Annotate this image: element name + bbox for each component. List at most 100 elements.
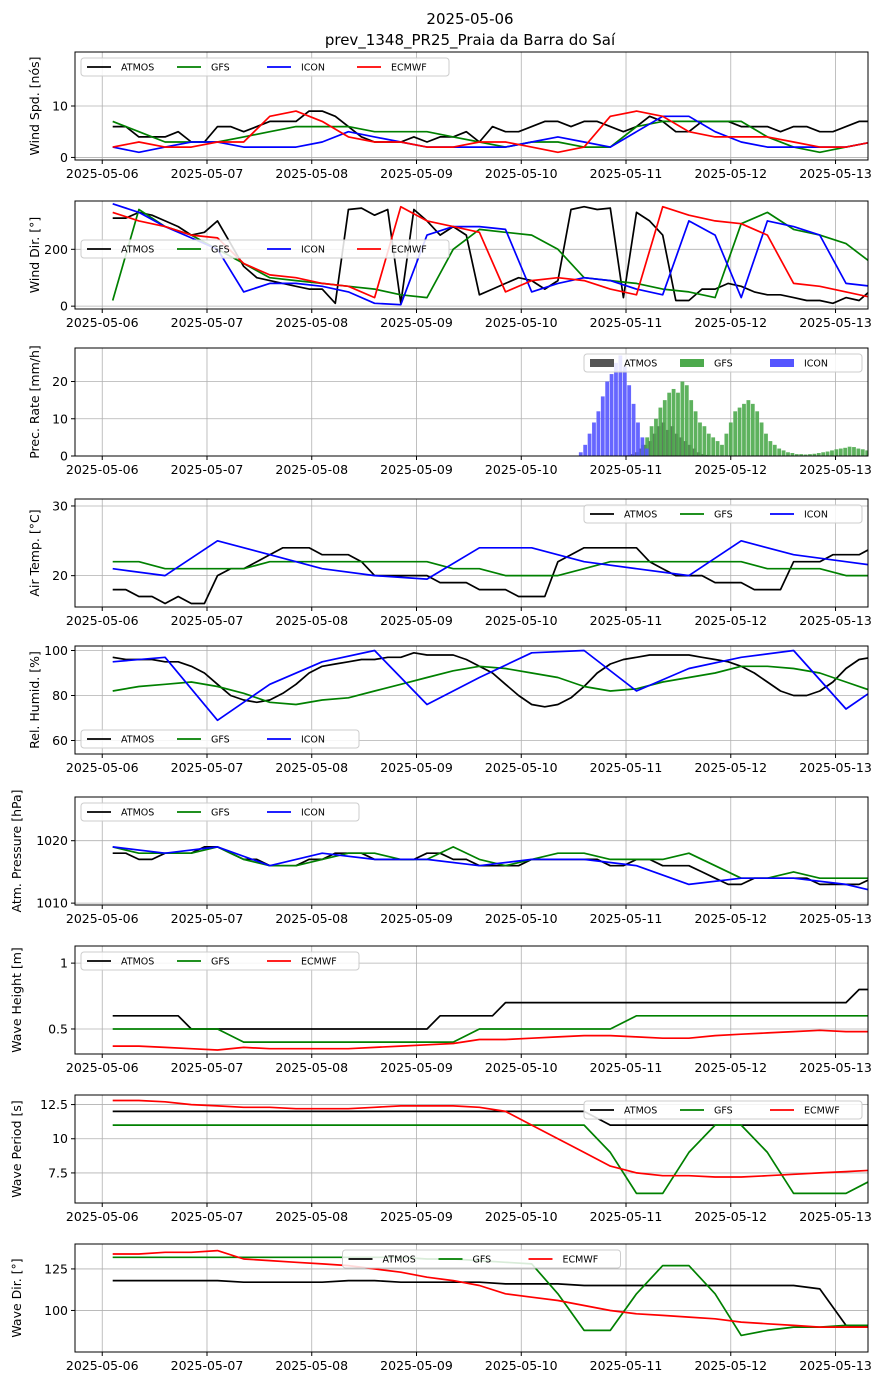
panel-wind-speed: 2025-05-06 2025-05-07 2025-05-08 2025-05-09… <box>27 51 872 181</box>
legend-label: ATMOS <box>121 808 154 819</box>
x-tick-label: 2025-05-07 <box>171 315 244 330</box>
legend-label: GFS <box>211 735 230 746</box>
x-tick-label: 2025-05-11 <box>590 315 663 330</box>
bar-icon <box>631 403 636 456</box>
x-tick-label: 2025-05-11 <box>590 911 663 926</box>
y-tick-label: 200 <box>44 242 68 257</box>
legend-label: ECMWF <box>391 63 427 74</box>
axes-frame <box>74 498 869 608</box>
bar-gfs <box>821 452 826 456</box>
x-tick-label: 2025-05-09 <box>380 315 453 330</box>
plot-area <box>112 110 868 154</box>
axes-frame <box>74 645 869 755</box>
x-tick-label: 2025-05-11 <box>590 760 663 775</box>
x-tick-label: 2025-05-10 <box>485 613 558 628</box>
bar-gfs <box>733 411 738 456</box>
bar-gfs <box>671 388 676 456</box>
series-line-atmos <box>112 846 868 886</box>
bar-gfs <box>808 454 812 456</box>
x-tick-label: 2025-05-12 <box>694 613 767 628</box>
bar-gfs <box>684 385 689 456</box>
x-tick-label: 2025-05-08 <box>275 1209 348 1224</box>
x-tick-label: 2025-05-08 <box>275 1358 348 1373</box>
y-tick-label: 0 <box>60 449 68 464</box>
legend-label: GFS <box>714 510 733 521</box>
bar-gfs <box>742 403 746 456</box>
legend-label: ATMOS <box>624 510 657 521</box>
x-tick-label: 2025-05-08 <box>275 166 348 181</box>
figure-title-date: 2025-05-06 <box>426 10 513 28</box>
x-tick-label: 2025-05-09 <box>380 1209 453 1224</box>
x-tick-label: 2025-05-07 <box>171 1209 244 1224</box>
x-tick-label: 2025-05-08 <box>275 315 348 330</box>
y-tick-label: 80 <box>52 688 68 703</box>
bar-gfs <box>860 449 865 456</box>
legend-swatch <box>590 359 614 367</box>
series-line-gfs <box>112 1124 868 1195</box>
legend: ATMOS GFS ICON ECMWF <box>80 239 450 259</box>
series-line-ecmwf <box>112 110 868 154</box>
bar-gfs <box>698 422 702 456</box>
bar-gfs <box>768 441 773 456</box>
series-line-icon <box>112 846 868 891</box>
x-tick-label: 2025-05-10 <box>485 760 558 775</box>
bar-gfs <box>852 447 856 456</box>
legend-label: ICON <box>804 359 828 370</box>
y-axis-label: Wind Dir. [°] <box>27 217 42 293</box>
bar-gfs <box>654 418 658 456</box>
bar-icon <box>583 444 588 456</box>
bar-icon <box>640 437 645 456</box>
series-line-gfs <box>112 560 868 577</box>
x-tick-label: 2025-05-06 <box>66 462 139 477</box>
bar-gfs <box>693 411 698 456</box>
plot-area <box>112 988 868 1051</box>
bar-gfs <box>799 454 804 456</box>
bar-gfs <box>711 437 716 456</box>
legend-label: ATMOS <box>121 957 154 968</box>
legend-label: ATMOS <box>121 735 154 746</box>
y-tick-label: 10 <box>52 99 68 114</box>
y-axis-label: Wave Period [s] <box>9 1100 24 1198</box>
series-line-gfs <box>111 208 868 301</box>
bar-icon <box>592 422 596 456</box>
plot-area <box>112 1099 868 1195</box>
x-tick-label: 2025-05-10 <box>485 911 558 926</box>
panel-wave-direction: 2025-05-06 2025-05-07 2025-05-08 2025-05-09… <box>9 1243 872 1373</box>
legend: ATMOS GFS ICON <box>80 802 360 822</box>
x-tick-label: 2025-05-06 <box>66 1358 139 1373</box>
x-tick-label: 2025-05-13 <box>799 1358 872 1373</box>
legend-label: ICON <box>301 735 325 746</box>
bar-gfs <box>777 448 782 456</box>
x-tick-label: 2025-05-09 <box>380 1358 453 1373</box>
x-tick-label: 2025-05-13 <box>799 911 872 926</box>
x-tick-label: 2025-05-07 <box>171 760 244 775</box>
y-tick-label: 20 <box>52 374 68 389</box>
y-tick-label: 60 <box>52 733 68 748</box>
axes-frame <box>74 200 869 310</box>
y-tick-label: 0 <box>60 150 68 165</box>
bar-gfs <box>794 454 799 456</box>
x-tick-label: 2025-05-08 <box>275 613 348 628</box>
x-tick-label: 2025-05-12 <box>694 1060 767 1075</box>
plot-area <box>112 649 868 722</box>
axes-frame <box>74 1094 869 1204</box>
x-tick-label: 2025-05-10 <box>485 1060 558 1075</box>
bar-gfs <box>658 407 663 456</box>
y-axis-label: Air Temp. [°C] <box>27 509 42 596</box>
bar-gfs <box>838 448 843 456</box>
legend-label: ATMOS <box>121 245 154 256</box>
x-tick-label: 2025-05-10 <box>485 462 558 477</box>
legend-label: ATMOS <box>624 1106 657 1117</box>
y-axis-label: Rel. Humid. [%] <box>27 651 42 749</box>
legend-label: ECMWF <box>301 957 337 968</box>
y-axis-label: Wave Height [m] <box>9 947 24 1053</box>
bar-gfs <box>676 392 680 456</box>
bar-icon <box>596 411 601 456</box>
bar-gfs <box>720 444 724 456</box>
x-tick-label: 2025-05-06 <box>66 760 139 775</box>
legend-swatch <box>770 359 794 367</box>
x-tick-label: 2025-05-12 <box>694 462 767 477</box>
panel-air-temperature: 2025-05-06 2025-05-07 2025-05-08 2025-05-09… <box>27 498 872 628</box>
bar-gfs <box>680 381 685 456</box>
legend-label: GFS <box>211 957 230 968</box>
